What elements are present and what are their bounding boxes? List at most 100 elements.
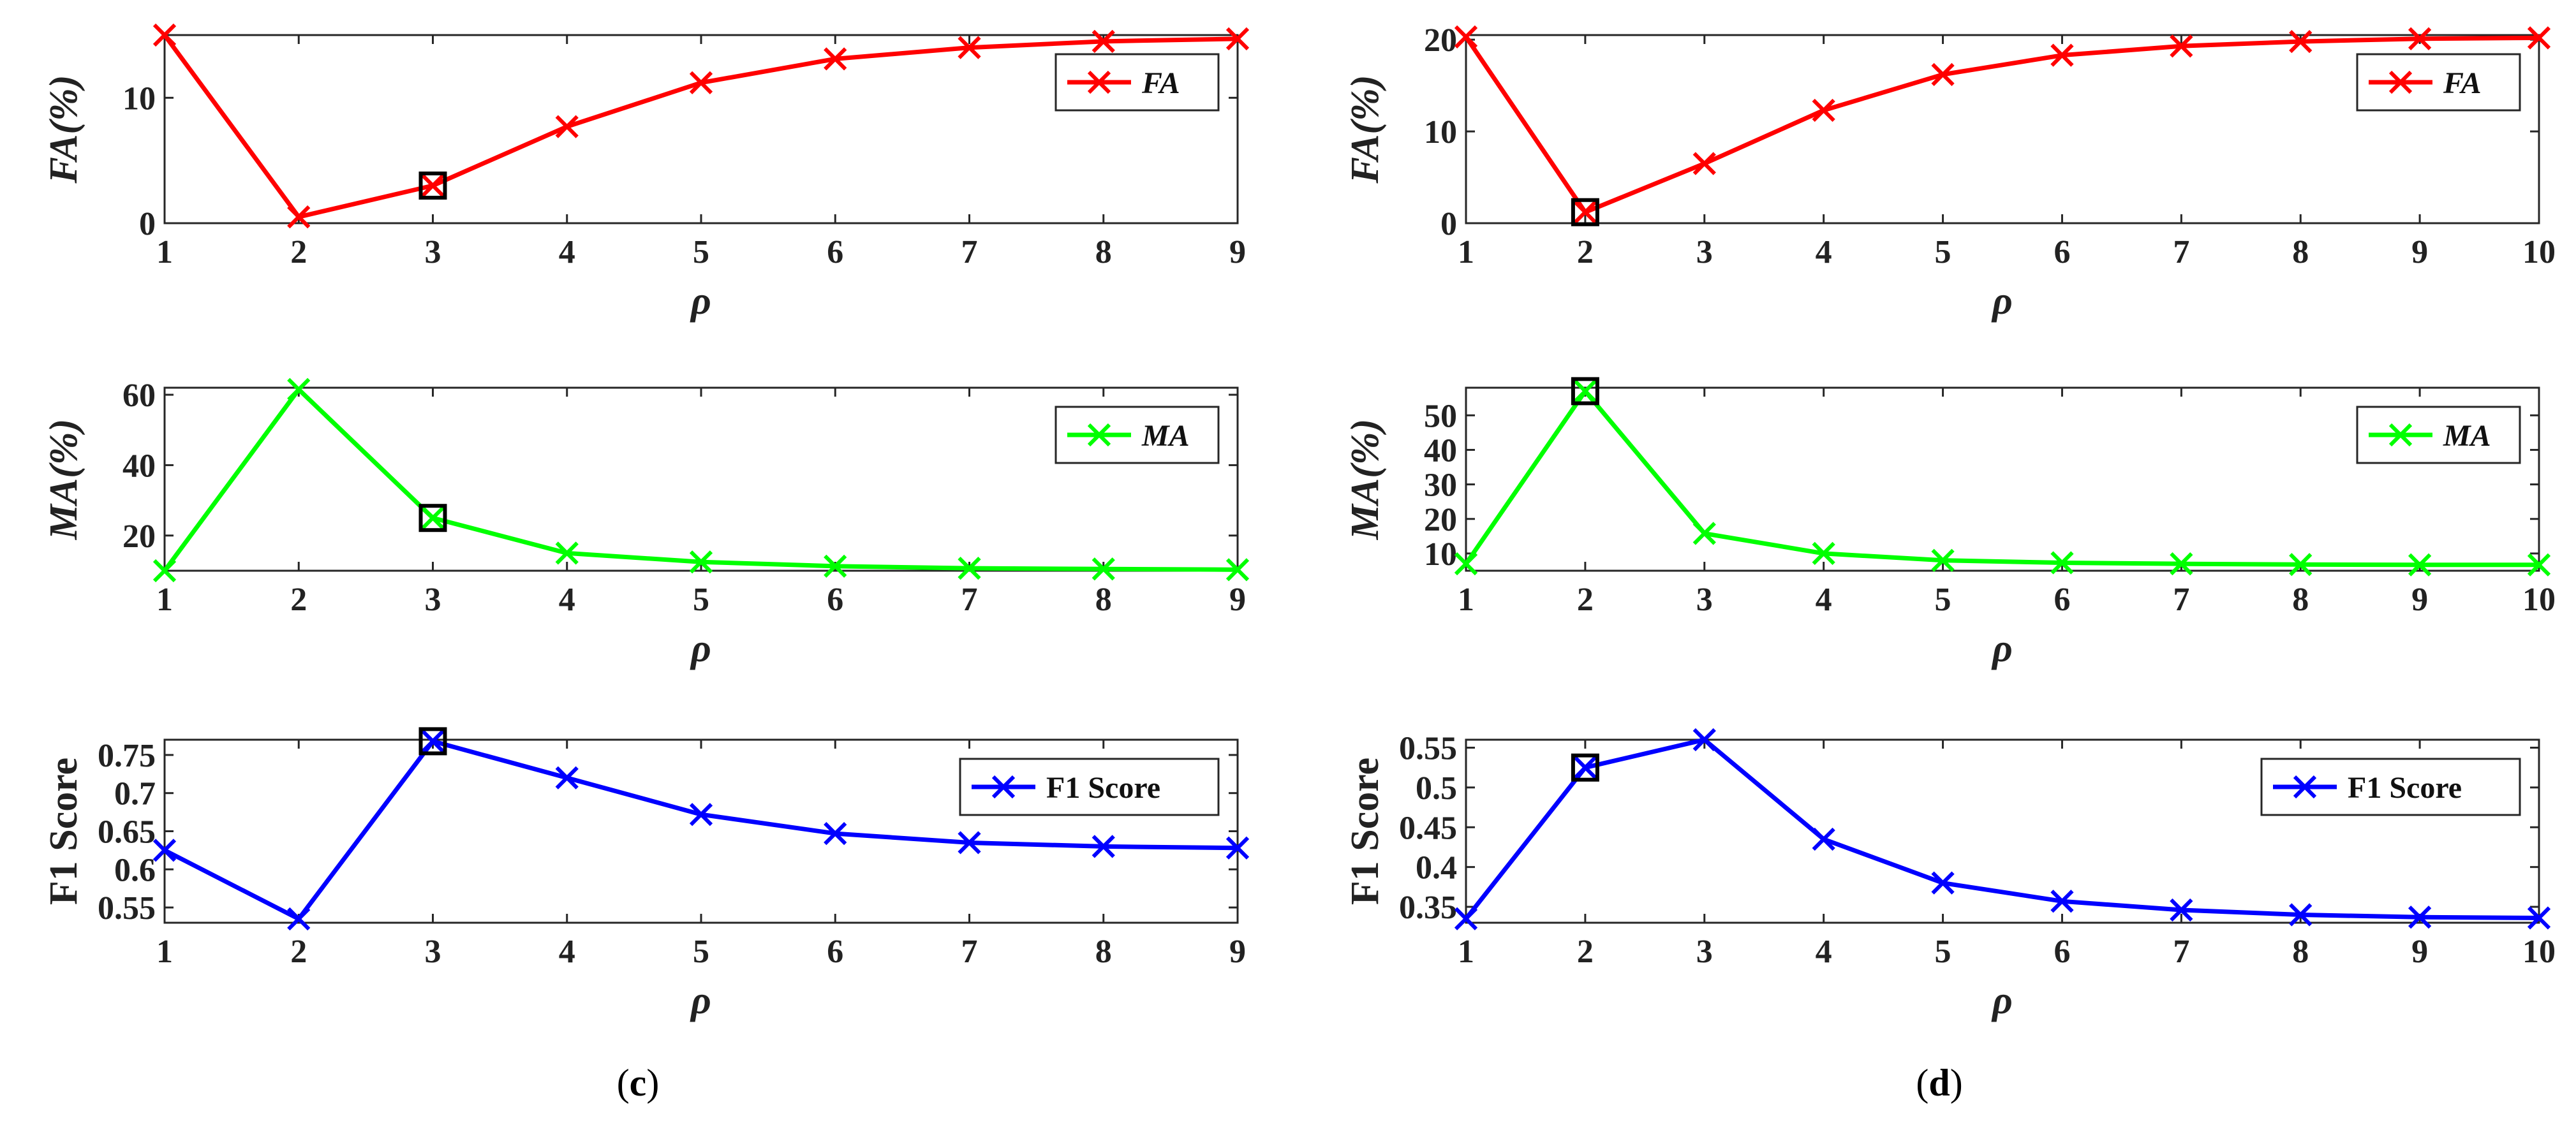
data-point [2050,43,2074,67]
x-tick-label: 4 [559,582,575,618]
y-tick-label: 20 [122,518,156,555]
x-tick-label: 7 [961,582,978,618]
data-point-stroke-b [555,766,579,789]
x-tick-label: 5 [693,582,709,618]
x-tick-label: 8 [2292,234,2309,270]
x-tick-label: 1 [1458,582,1474,618]
x-tick-label: 8 [1095,934,1112,970]
data-point [2527,26,2551,50]
legend-marker [991,775,1016,799]
y-tick-label: 40 [1424,432,1457,469]
y-axis-label: FA(%) [1344,75,1387,184]
x-tick-label: 2 [290,582,307,618]
data-point-stroke-b [1454,25,1478,48]
highlight-marker [1571,753,1599,782]
legend: FA [2356,53,2521,112]
data-point-stroke-b [287,907,311,931]
data-point [2050,890,2074,913]
y-axis-label: MA(%) [1344,419,1387,540]
x-axis-label: ρ [690,279,711,323]
highlight-marker [418,172,447,200]
data-point [1573,200,1597,224]
data-point [1692,522,1716,545]
legend-label: MA [1141,419,1190,453]
x-tick-label: 10 [2522,234,2556,270]
data-point [958,557,981,580]
y-tick-label: 60 [122,378,156,414]
data-point-stroke-b [2170,34,2193,58]
data-point-stroke-b [824,821,847,846]
x-axis-label: ρ [1991,979,2013,1022]
x-tick-label: 10 [2522,934,2556,970]
data-point [958,831,981,855]
x-tick-label: 7 [961,934,978,970]
captions-layer: (c) (d) [617,1062,1963,1104]
legend-marker-stroke-b [2388,423,2413,447]
y-tick-label: 20 [1424,22,1457,59]
y-tick-label: 30 [1424,467,1457,504]
series-line-ma [1464,388,2539,568]
data-point [689,71,713,94]
data-point-stroke-b [2170,898,2193,922]
y-axis-label: FA(%) [42,75,85,184]
x-tick-label: 2 [1577,934,1594,970]
y-tick-label: 0 [1440,206,1457,242]
legend-marker-stroke-b [1087,70,1111,94]
y-tick-label: 0.5 [1416,770,1457,807]
y-tick-label: 50 [1424,398,1457,434]
data-point [1092,29,1115,53]
x-tick-label: 9 [2411,234,2428,270]
highlight-marker [418,504,447,532]
data-point-stroke-b [824,47,847,71]
x-tick-label: 6 [827,934,843,970]
axes-frame [1465,34,2540,224]
y-tick-label: 0.4 [1416,850,1457,886]
series-line-fa [1464,35,2540,215]
y-tick-label: 0.45 [1399,810,1457,846]
legend-marker [1087,70,1111,94]
data-point [555,115,579,138]
chart-c-f1: 1 2 3 4 5 6 7 8 9 0.550.60.650.70.75 ρ F1 Score F1 S… [42,727,1250,1022]
data-point [1454,907,1478,930]
data-point [824,47,847,71]
data-point [1092,835,1115,858]
data-point [824,821,847,846]
x-tick-label: 7 [2173,934,2189,970]
data-point-stroke-b [1225,27,1250,51]
y-tick-label: 20 [1424,502,1457,538]
data-point-stroke-b [958,831,981,855]
legend: MA [1055,406,1220,464]
series-line-f1-score [1464,737,2540,921]
legend-label: FA [2443,66,2482,100]
data-point [421,173,445,198]
data-point-stroke-b [958,557,981,580]
data-point-stroke-b [1692,728,1716,752]
data-point-stroke-b [1931,871,1955,895]
data-point [2170,898,2193,922]
legend-marker [1087,423,1111,447]
data-point-stroke-b [2050,890,2074,913]
data-point [287,205,311,229]
data-point [2050,551,2074,575]
y-tick-label: 0.35 [1399,890,1457,926]
data-point-stroke-b [152,839,177,862]
data-point-stroke-b [958,36,981,59]
data-point [2408,27,2432,50]
data-point [2289,903,2313,927]
data-point [1225,836,1250,860]
legend: MA [2356,406,2521,464]
data-point [1931,871,1955,895]
data-point-stroke-b [2527,906,2551,930]
data-point [152,559,177,583]
y-axis-label: F1 Score [1344,758,1387,905]
y-tick-label: 0 [139,206,156,242]
data-point [555,766,579,789]
highlight-marker [1571,377,1599,406]
data-point [1812,98,1835,122]
x-tick-label: 3 [1696,234,1713,270]
legend-marker-stroke-b [2293,775,2317,799]
x-tick-label: 10 [2522,582,2556,618]
x-axis-label: ρ [690,979,711,1022]
